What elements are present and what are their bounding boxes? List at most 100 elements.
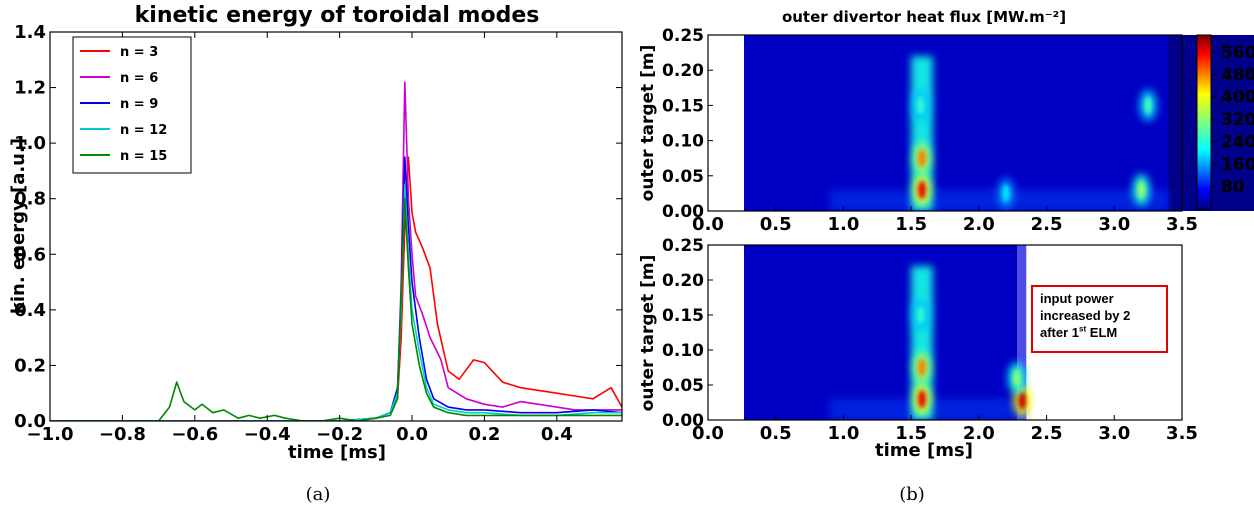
heatmap-bottom-frame (707, 244, 1183, 421)
legend: n = 3 n = 6 n = 9 n = 12 n = 15 (72, 36, 192, 174)
y-tick-label: 0.0 (14, 411, 46, 432)
y-tick-label: 0.00 (662, 202, 704, 222)
heatmap-top-y-label: outer target [m] (638, 45, 658, 202)
annotation-line-3-pre: after 1 (1040, 325, 1080, 340)
heatmap-hotspot-core (917, 358, 926, 377)
chart-title: kinetic energy of toroidal modes (135, 3, 540, 28)
heatmap-bottom-hotspots (744, 245, 1032, 420)
y-tick-label: 0.05 (662, 376, 704, 396)
colorbar-tick-label: 400 (1221, 88, 1254, 108)
heatmap-bottom-x-ticks: 0.0 0.5 1.0 1.5 2.0 2.5 3.0 3.5 (692, 415, 1198, 444)
heatmap-hotspot-core (916, 96, 925, 115)
series-line-0 (50, 156, 622, 421)
colorbar-tick-label: 80 (1221, 178, 1245, 198)
x-tick-label: 0.5 (760, 214, 792, 235)
heatmap-title: outer divertor heat flux [MW.m⁻²] (782, 8, 1066, 26)
heatmap-field (744, 245, 1027, 420)
y-tick-label: 1.2 (14, 78, 46, 99)
annotation-box: input power increased by 2 after 1st ELM (1031, 285, 1168, 353)
annotation-line-3: after 1st ELM (1040, 324, 1166, 341)
y-tick-label: 1.0 (14, 133, 46, 154)
x-tick-label: 0.0 (692, 423, 724, 444)
y-tick-label: 0.15 (662, 96, 704, 116)
colorbar-tick-label: 240 (1221, 133, 1254, 153)
x-tick-label: 2.5 (1031, 214, 1063, 235)
heatmap-bottom-y-label: outer target [m] (638, 255, 658, 412)
heatmap-top: outer target [m] 0.0 0.5 1.0 1.5 2.0 2.5 3.0 3.… (638, 26, 1254, 235)
colorbar-gradient (1196, 34, 1212, 210)
heatmap-hotspot-core (1012, 369, 1021, 387)
y-tick-label: 0.25 (662, 26, 704, 46)
caption-b: (b) (899, 484, 925, 505)
x-tick-label: 0.0 (692, 214, 724, 235)
x-tick-label: 0.5 (760, 423, 792, 444)
series-line-4 (50, 197, 622, 421)
x-tick-label: 1.0 (827, 214, 859, 235)
heatmap-bottom-y-ticks: 0.00 0.05 0.10 0.15 0.20 0.25 (662, 236, 713, 431)
y-tick-label: 0.8 (14, 189, 46, 210)
x-tick-label: −0.6 (171, 424, 218, 445)
y-ticks: 0.0 0.2 0.4 0.6 0.8 1.0 1.2 1.4 (14, 22, 622, 432)
x-tick-label: 2.0 (963, 423, 995, 444)
annotation-line-1: input power (1040, 291, 1114, 306)
caption-a: (a) (306, 484, 331, 505)
heatmap-top-frame (707, 34, 1183, 212)
legend-label-4: n = 15 (120, 149, 167, 164)
x-tick-label: 1.0 (827, 423, 859, 444)
heatmap-top-x-ticks: 0.0 0.5 1.0 1.5 2.0 2.5 3.0 3.5 (692, 206, 1198, 235)
annotation-line-3-post: ELM (1086, 325, 1118, 340)
x-tick-label: 3.5 (1166, 423, 1198, 444)
x-tick-label: 0.0 (396, 424, 428, 445)
series-line-2 (50, 156, 622, 421)
x-tick-label: 0.4 (541, 424, 573, 445)
heatmap-field (744, 35, 1169, 211)
legend-label-3: n = 12 (120, 123, 167, 138)
colorbar-tick-label: 160 (1221, 155, 1254, 175)
x-tick-label: 1.5 (895, 214, 927, 235)
x-tick-label: −0.4 (244, 424, 291, 445)
y-tick-label: 0.20 (662, 271, 704, 291)
x-tick-label: 3.0 (1098, 423, 1130, 444)
x-tick-label: −0.8 (99, 424, 146, 445)
legend-label-0: n = 3 (120, 45, 158, 60)
series-line-3 (50, 184, 622, 421)
x-ticks: −1.0 −0.8 −0.6 −0.4 −0.2 0.0 0.2 0.4 (27, 32, 573, 445)
heatmap-hotspot-core (1144, 96, 1153, 115)
heatmap-hotspot-core (917, 390, 926, 408)
y-tick-label: 0.15 (662, 306, 704, 326)
x-tick-label: −0.2 (316, 424, 363, 445)
series-lines (50, 81, 622, 421)
legend-label-1: n = 6 (120, 71, 158, 86)
y-axis-label: kin. energy [a.u.] (8, 138, 29, 314)
plot-frame (49, 31, 623, 422)
annotation-line-2: increased by 2 (1040, 308, 1131, 323)
y-tick-label: 0.10 (662, 341, 704, 361)
heatmap-hotspot-core (917, 180, 926, 199)
x-axis-label: time [ms] (288, 442, 386, 463)
heatmap-hotspot-core (1137, 180, 1146, 199)
heatmap-hotspot-core (917, 149, 926, 168)
heatmap-bottom-x-label: time [ms] (875, 440, 973, 461)
y-tick-label: 0.20 (662, 61, 704, 81)
x-tick-label: 3.0 (1098, 214, 1130, 235)
legend-label-2: n = 9 (120, 97, 158, 112)
annotation-superscript: st (1079, 324, 1087, 334)
y-tick-label: 1.4 (14, 22, 46, 43)
colorbar-tick-label: 480 (1221, 65, 1254, 85)
x-tick-label: 2.0 (963, 214, 995, 235)
heatmap-bottom: outer target [m] time [ms] 0.0 0.5 1.0 1.5 2… (638, 236, 1198, 461)
legend-box (72, 36, 192, 174)
heatmap-hotspot-core (1018, 391, 1027, 410)
y-tick-label: 0.6 (14, 244, 46, 265)
y-tick-label: 0.2 (14, 355, 46, 376)
x-tick-label: −1.0 (27, 424, 74, 445)
x-tick-label: 2.5 (1031, 423, 1063, 444)
y-tick-label: 0.4 (14, 300, 46, 321)
heatmap-top-y-ticks: 0.00 0.05 0.10 0.15 0.20 0.25 (662, 26, 713, 222)
heatmap-hotspot-core (1001, 184, 1010, 203)
colorbar-tick-label: 320 (1221, 110, 1254, 130)
x-tick-label: 0.2 (468, 424, 500, 445)
colorbar-tick-label: 560 (1221, 43, 1254, 63)
